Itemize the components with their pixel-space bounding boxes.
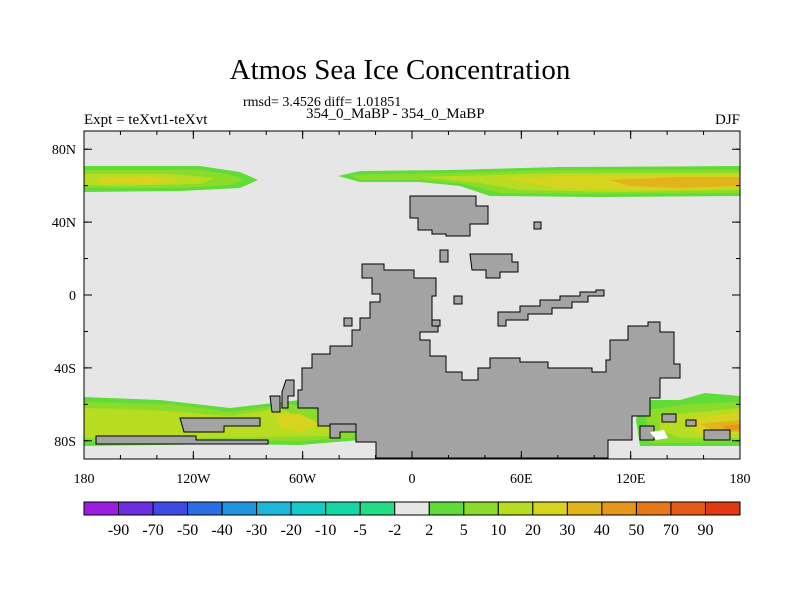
colorbar-swatch [635,501,672,516]
colorbar-swatch [704,501,741,516]
colorbar-swatch [221,501,258,516]
colorbar-swatch [566,501,603,516]
ice-band-south-east [722,424,740,430]
colorbar-label: 2 [425,522,433,539]
colorbar-swatch [601,501,637,516]
colorbar-label: -50 [177,522,198,539]
land-mask [95,195,731,459]
colorbar: -90 -70 -50 -40 -30 -20 -10 -5 -2 2 5 10 20 30 40 50 70 9… [83,501,741,539]
case-label: 354_0_MaBP - 354_0_MaBP [306,106,485,122]
colorbar-swatch [532,501,568,516]
land-mass [329,423,357,439]
y-tick-label: 40N [52,216,76,231]
y-tick-label: 80N [52,143,76,158]
colorbar-label: 50 [628,522,644,539]
colorbar-swatch [152,501,189,516]
colorbar-label: 20 [525,522,541,539]
land-mass [533,221,542,230]
y-tick-label: 80S [54,435,76,450]
colorbar-label: 5 [460,522,468,539]
colorbar-swatch [83,501,120,516]
x-tick-label: 180 [74,472,95,487]
land-mass [179,417,261,433]
colorbar-label: -40 [211,522,232,539]
colorbar-swatch [670,501,706,516]
colorbar-swatch [394,501,430,516]
colorbar-swatch [118,501,154,516]
colorbar-label: -30 [246,522,267,539]
land-mass [343,317,353,327]
land-mass [453,295,463,305]
land-mass [409,195,489,237]
land-mass [95,435,269,445]
y-tick-label: 0 [69,289,76,304]
land-mass [297,263,681,459]
ice-concentration-layer [84,166,740,446]
ice-band-north [610,177,740,188]
ice-band-south-west [276,414,320,432]
colorbar-swatch [290,501,327,516]
chart-title: Atmos Sea Ice Concentration [229,54,571,86]
axis-ticks: 180 120W 60W 0 60E 120E 180 80N 40N 0 40S 80S [52,131,751,487]
colorbar-label: -10 [315,522,336,539]
colorbar-label: 40 [594,522,610,539]
colorbar-label: -90 [108,522,129,539]
land-mass [269,395,281,413]
colorbar-label: 30 [559,522,575,539]
land-mass [439,249,449,263]
colorbar-swatch [256,501,292,516]
land-mass [639,425,655,441]
land-mass [703,429,731,441]
colorbar-swatch [497,501,534,516]
land-mass [497,289,605,327]
colorbar-label: -5 [354,522,367,539]
colorbar-label: -2 [388,522,401,539]
ice-band-north [100,176,180,184]
open-water-patch [650,430,668,440]
land-mass [281,379,295,409]
colorbar-swatch [463,501,499,516]
colorbar-label: 10 [490,522,506,539]
colorbar-swatch [187,501,223,516]
land-mass [685,419,697,427]
colorbar-label: 70 [663,522,679,539]
x-tick-label: 180 [730,472,751,487]
colorbar-label: -20 [280,522,301,539]
colorbar-swatch [325,501,361,516]
land-mass [469,253,519,279]
colorbar-swatch [428,501,465,516]
colorbar-swatch [359,501,396,516]
land-mass [661,413,677,423]
season-label: DJF [714,112,740,128]
x-tick-label: 120E [616,472,646,487]
x-tick-label: 120W [176,472,211,487]
stats-text: rmsd= 3.4526 diff= 1.01851 [243,95,402,110]
experiment-label: Expt = teXvt1-teXvt [84,112,208,128]
x-tick-label: 60E [510,472,533,487]
x-tick-label: 0 [409,472,416,487]
land-mass [431,319,441,327]
y-tick-label: 40S [54,362,76,377]
x-tick-label: 60W [289,472,317,487]
colorbar-label: 90 [697,522,713,539]
colorbar-label: -70 [142,522,163,539]
